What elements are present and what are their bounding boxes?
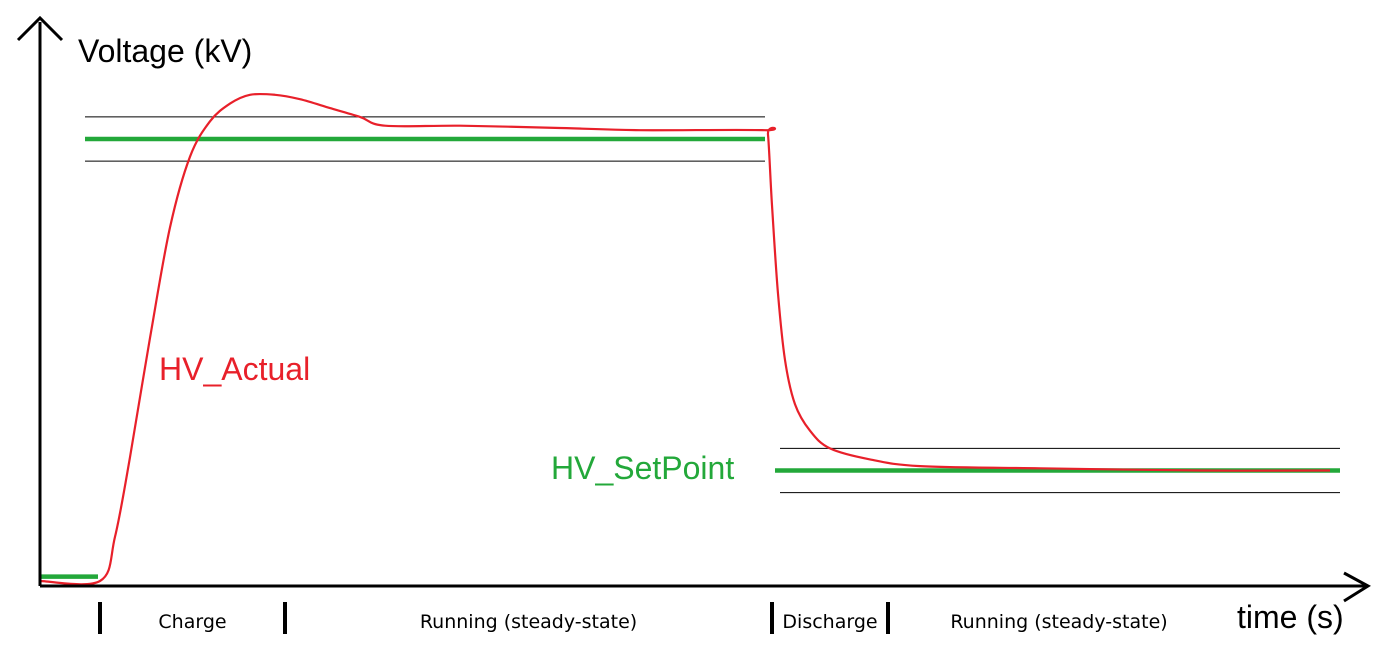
hv-actual-line bbox=[39, 92, 1331, 586]
tolerance-bands bbox=[85, 116, 1340, 494]
x-axis-arrow-icon bbox=[1343, 571, 1371, 603]
series-label-hv-actual: HV_Actual bbox=[159, 351, 310, 387]
x-axis-label: time (s) bbox=[1237, 599, 1344, 635]
phase-markers: Charge Running (steady-state) Discharge Run… bbox=[98, 602, 1168, 634]
y-axis-arrow-icon bbox=[16, 15, 64, 42]
phase-label-2: Discharge bbox=[782, 611, 877, 633]
series-label-hv-setpoint: HV_SetPoint bbox=[551, 450, 734, 486]
axes bbox=[16, 15, 1371, 603]
phase-label-1: Running (steady-state) bbox=[420, 611, 637, 633]
y-axis-label: Voltage (kV) bbox=[78, 33, 252, 69]
phase-label-0: Charge bbox=[158, 611, 226, 633]
phase-label-3: Running (steady-state) bbox=[950, 611, 1167, 633]
